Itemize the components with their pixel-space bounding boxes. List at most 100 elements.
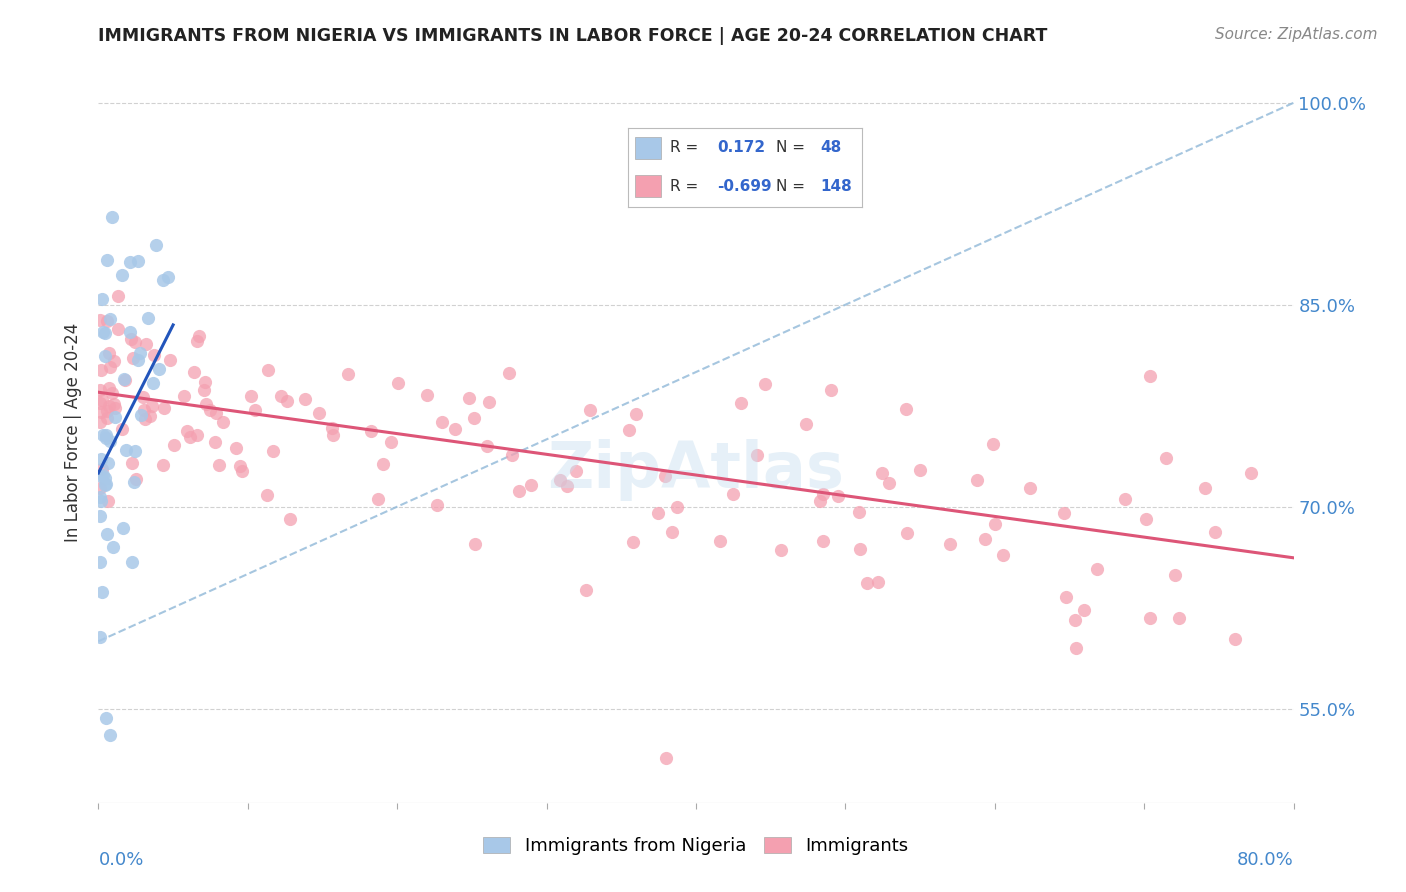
Point xyxy=(1135,512,1157,526)
Point xyxy=(96,476,118,491)
Point xyxy=(624,407,647,421)
Point xyxy=(90,292,112,306)
Point xyxy=(322,427,344,442)
Point xyxy=(270,388,292,402)
Point xyxy=(127,353,149,368)
Point xyxy=(498,366,520,380)
Point xyxy=(96,411,118,425)
Point xyxy=(142,376,165,390)
Point xyxy=(1054,590,1077,604)
Point xyxy=(124,472,146,486)
Point xyxy=(121,456,143,470)
Point xyxy=(870,466,893,480)
Point xyxy=(666,500,689,514)
Point xyxy=(129,346,152,360)
Point xyxy=(984,517,1007,532)
Text: N =: N = xyxy=(776,140,804,155)
Point xyxy=(94,431,117,445)
Point xyxy=(198,403,221,417)
Point xyxy=(1073,603,1095,617)
Point xyxy=(94,711,117,725)
Point xyxy=(308,406,330,420)
Point xyxy=(745,448,768,462)
Point xyxy=(1204,525,1226,540)
Text: 48: 48 xyxy=(820,140,841,155)
Point xyxy=(104,410,127,425)
Point xyxy=(112,521,135,535)
Point xyxy=(97,494,120,508)
Point xyxy=(89,508,111,523)
Point xyxy=(141,399,163,413)
Point xyxy=(186,334,208,348)
Point xyxy=(444,421,467,435)
Point xyxy=(811,487,834,501)
Point xyxy=(380,435,402,450)
Point xyxy=(124,475,146,490)
Point xyxy=(101,211,124,225)
Point xyxy=(98,346,121,360)
Point xyxy=(90,405,112,419)
Point xyxy=(94,428,117,442)
Point xyxy=(96,253,118,268)
Point xyxy=(848,542,870,557)
Point xyxy=(89,490,111,504)
Point xyxy=(501,448,523,462)
Point xyxy=(101,541,124,555)
Point xyxy=(89,481,111,495)
Point xyxy=(112,372,135,386)
Point xyxy=(120,332,142,346)
Point xyxy=(810,493,832,508)
Point xyxy=(90,451,112,466)
Point xyxy=(91,584,114,599)
Point xyxy=(91,393,114,408)
Point xyxy=(107,289,129,303)
Point xyxy=(231,464,253,478)
Point xyxy=(617,423,640,437)
Point xyxy=(90,494,112,508)
Point xyxy=(132,402,155,417)
Point xyxy=(565,464,588,478)
Point xyxy=(262,444,284,458)
Text: 80.0%: 80.0% xyxy=(1237,851,1294,869)
Point xyxy=(1114,491,1136,506)
Point xyxy=(938,537,960,551)
Text: 148: 148 xyxy=(820,178,852,194)
Point xyxy=(239,389,262,403)
Point xyxy=(458,391,481,405)
Point xyxy=(555,478,578,492)
Point xyxy=(127,253,149,268)
Point xyxy=(387,376,409,390)
Point xyxy=(100,385,122,400)
Point xyxy=(136,311,159,326)
Point xyxy=(1223,632,1246,647)
Point xyxy=(416,388,439,402)
Point xyxy=(974,532,997,546)
Text: -0.699: -0.699 xyxy=(717,178,772,194)
Point xyxy=(519,478,541,492)
Point xyxy=(1154,450,1177,465)
Bar xyxy=(636,175,661,197)
Point xyxy=(152,458,174,473)
Point xyxy=(1240,466,1263,480)
Point xyxy=(96,313,118,327)
Point xyxy=(1194,481,1216,495)
Point xyxy=(548,473,571,487)
Point xyxy=(229,458,252,473)
Point xyxy=(730,395,752,409)
Point xyxy=(721,487,744,501)
Point xyxy=(1168,611,1191,625)
Point xyxy=(769,543,792,558)
Point xyxy=(186,428,208,442)
Point xyxy=(138,409,160,424)
Point xyxy=(360,424,382,438)
Point xyxy=(98,359,121,374)
Point xyxy=(1018,481,1040,495)
Point xyxy=(966,473,988,487)
Point xyxy=(193,375,215,389)
Point xyxy=(90,461,112,475)
Point xyxy=(754,376,776,391)
Point xyxy=(820,383,842,397)
Point xyxy=(163,437,186,451)
Point xyxy=(91,325,114,339)
Point xyxy=(575,583,598,598)
